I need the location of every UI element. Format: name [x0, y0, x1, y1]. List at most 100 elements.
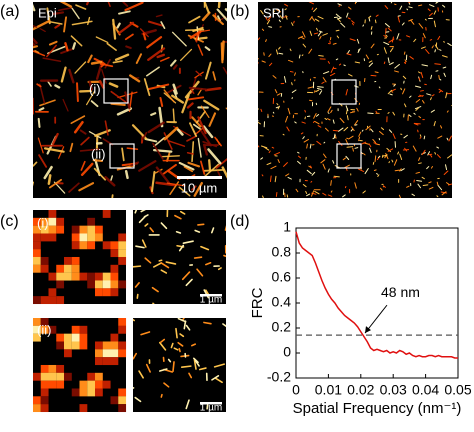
- frc-curve: [296, 232, 458, 358]
- localization: [290, 72, 293, 73]
- localization: [371, 75, 376, 76]
- image-title: SRI: [263, 5, 285, 20]
- localization: [389, 162, 390, 163]
- panel-label: (a): [0, 3, 20, 20]
- pixel: [118, 249, 126, 257]
- pixel: [41, 396, 49, 404]
- y-tick-label: 0: [283, 344, 291, 360]
- localization: [302, 55, 303, 56]
- pixel: [103, 210, 111, 218]
- localization: [334, 176, 339, 177]
- localization: [419, 78, 420, 80]
- roi-label: (i): [89, 81, 101, 96]
- localization: [263, 196, 264, 198]
- localization: [430, 40, 431, 41]
- pixel: [103, 273, 111, 281]
- pixel: [33, 396, 41, 404]
- localization: [319, 56, 324, 57]
- pixel: [41, 257, 49, 265]
- localization: [262, 175, 263, 176]
- filament: [31, 182, 33, 189]
- localization: [161, 395, 162, 397]
- filament: [77, 83, 78, 101]
- localization: [276, 193, 277, 197]
- pixel: [118, 388, 126, 396]
- y-tick-label: -0.2: [267, 369, 291, 385]
- localization: [299, 55, 300, 58]
- panel-label: (b): [230, 3, 250, 20]
- pixel: [49, 226, 57, 234]
- localization: [313, 122, 314, 123]
- localization: [153, 303, 158, 308]
- localization: [257, 59, 259, 60]
- pixel: [72, 265, 80, 273]
- localization: [421, 91, 424, 92]
- pixel: [118, 404, 126, 412]
- filament: [144, 34, 146, 40]
- x-tick-label: 0.03: [380, 382, 407, 398]
- localization: [339, 6, 340, 7]
- localization: [417, 180, 422, 181]
- x-tick-label: 0.04: [412, 382, 439, 398]
- pixel: [111, 349, 119, 357]
- localization: [255, 116, 259, 120]
- localization: [335, 135, 336, 138]
- filament: [223, 42, 224, 60]
- pixel: [80, 273, 88, 281]
- localization: [409, 3, 410, 4]
- pixel: [118, 233, 126, 241]
- pixel: [64, 373, 72, 381]
- localization: [344, 65, 345, 66]
- filament: [126, 171, 127, 178]
- x-tick-label: 0: [292, 382, 300, 398]
- pixel: [72, 226, 80, 234]
- row-label: (i): [37, 215, 49, 230]
- localization: [435, 64, 441, 65]
- y-tick-label: 1: [283, 219, 291, 235]
- localization: [369, 18, 370, 21]
- localization: [419, 163, 422, 164]
- pixel: [56, 280, 64, 288]
- localization: [266, 40, 267, 42]
- pixel: [49, 288, 57, 296]
- localization: [440, 79, 441, 80]
- pixel: [118, 341, 126, 349]
- pixel: [118, 396, 126, 404]
- localization: [133, 266, 140, 267]
- pixel: [103, 280, 111, 288]
- pixel: [72, 341, 80, 349]
- pixel: [80, 226, 88, 234]
- filament: [127, 148, 137, 149]
- localization: [362, 130, 363, 131]
- localization: [182, 366, 191, 367]
- row-label: (ii): [37, 322, 51, 337]
- pixel: [111, 396, 119, 404]
- pixel: [80, 334, 88, 342]
- pixel: [111, 334, 119, 342]
- localization: [420, 135, 421, 137]
- localization: [292, 83, 293, 85]
- pixel: [33, 296, 41, 304]
- localization: [375, 20, 376, 23]
- filament: [27, 0, 34, 10]
- pixel: [103, 341, 111, 349]
- filament: [173, 109, 174, 122]
- pixel: [118, 241, 126, 249]
- pixel: [95, 280, 103, 288]
- filament: [92, 62, 101, 64]
- y-tick-label: 0.8: [272, 244, 292, 260]
- pixel: [80, 326, 88, 334]
- x-axis-label: Spatial Frequency (nm⁻¹): [293, 400, 462, 417]
- pixel: [56, 334, 64, 342]
- localization: [272, 147, 274, 148]
- localization: [334, 134, 335, 137]
- pixel: [87, 388, 95, 396]
- pixel: [56, 273, 64, 281]
- filament: [209, 160, 210, 169]
- localization: [374, 170, 376, 171]
- localization: [298, 152, 299, 153]
- pixel: [95, 381, 103, 389]
- filament: [219, 0, 220, 7]
- localization: [373, 162, 374, 164]
- filament: [161, 156, 179, 157]
